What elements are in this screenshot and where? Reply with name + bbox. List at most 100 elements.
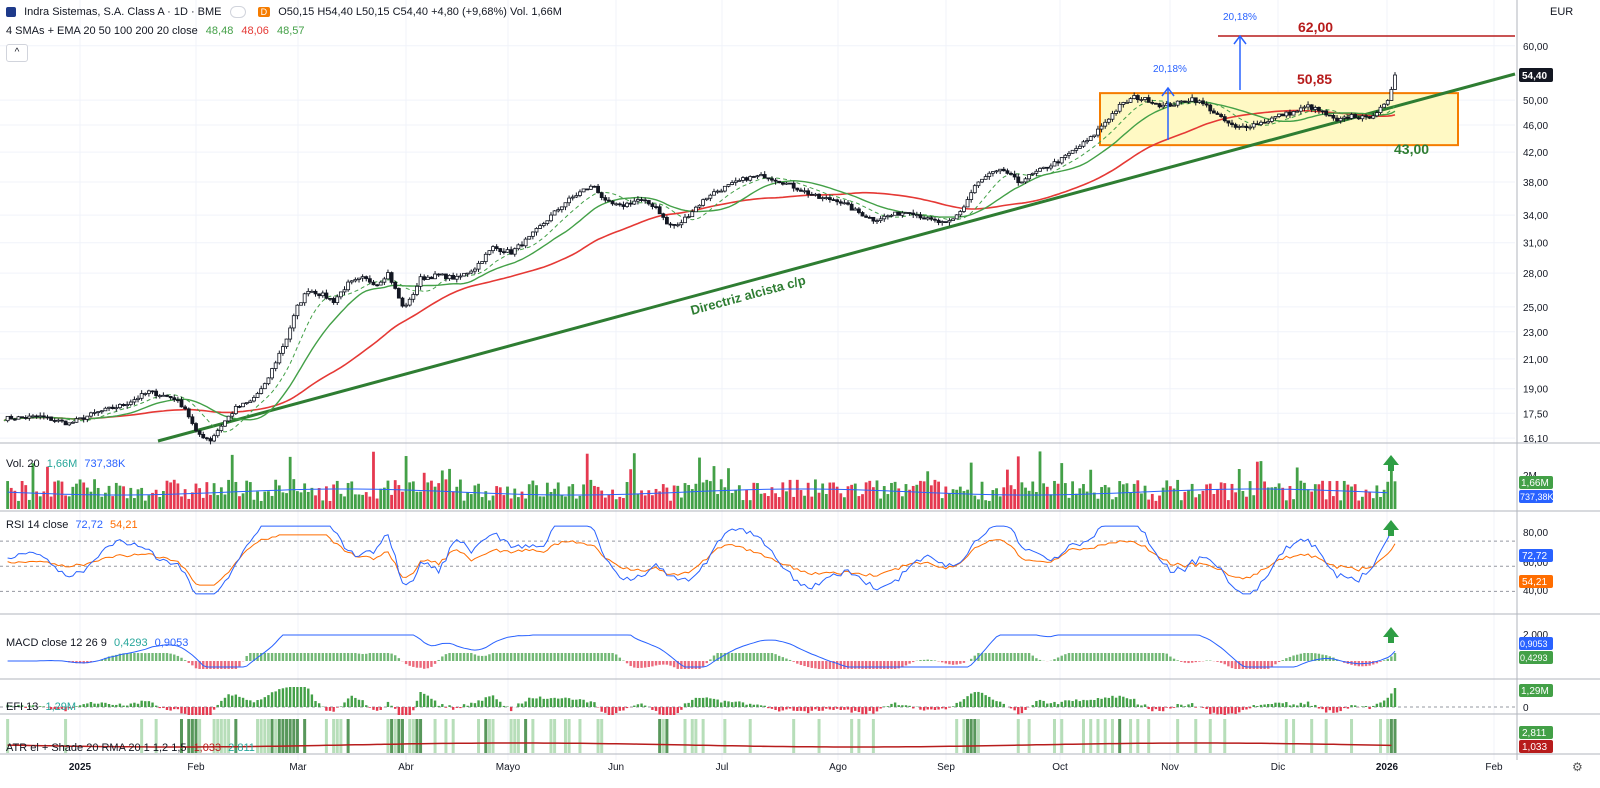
volume-bar bbox=[676, 485, 680, 509]
macd-bar bbox=[959, 661, 962, 664]
candle-body bbox=[1168, 103, 1173, 107]
candle-body bbox=[201, 433, 206, 439]
candle-body bbox=[346, 281, 351, 291]
currency-label[interactable]: EUR bbox=[1550, 6, 1574, 18]
candle-body bbox=[1143, 97, 1147, 100]
efi-bar bbox=[267, 695, 270, 707]
efi-bar bbox=[738, 701, 741, 707]
candle-body bbox=[462, 272, 466, 277]
candle-body bbox=[1099, 125, 1104, 130]
efi-bar bbox=[234, 694, 238, 707]
macd-bar bbox=[154, 653, 158, 661]
candle-body bbox=[1215, 112, 1220, 115]
efi-bar bbox=[42, 706, 46, 707]
candle-body bbox=[639, 199, 644, 201]
efi-bar bbox=[256, 700, 259, 707]
efi-bar bbox=[636, 704, 640, 707]
time-label-8: Sep bbox=[937, 762, 955, 773]
macd-bar bbox=[136, 653, 140, 661]
candle-body bbox=[527, 235, 532, 240]
volume-bar bbox=[712, 466, 716, 509]
macd-bar bbox=[973, 655, 977, 661]
macd-bar bbox=[1277, 661, 1281, 663]
collapse-legend-button[interactable]: ^ bbox=[6, 44, 28, 62]
price-label-12: 19,00 bbox=[1523, 385, 1548, 396]
macd-bar bbox=[557, 653, 560, 661]
efi-bar bbox=[542, 698, 545, 707]
efi-bar bbox=[1267, 704, 1270, 707]
efi-bar bbox=[785, 707, 788, 710]
macd-bar bbox=[890, 661, 893, 669]
atr-shade-bar bbox=[259, 719, 263, 753]
macd-bar bbox=[209, 661, 212, 669]
efi-bar bbox=[864, 707, 868, 715]
macd-bar bbox=[930, 660, 933, 661]
efi-bar bbox=[299, 687, 303, 707]
efi-bar bbox=[701, 697, 705, 707]
candle-body bbox=[998, 168, 1003, 172]
volume-bar bbox=[393, 480, 397, 509]
candle-body bbox=[1009, 172, 1013, 175]
atr-label[interactable]: ATR el + Shade 20 RMA 20 1 1,2 1,5 bbox=[6, 742, 187, 754]
macd-bar bbox=[1009, 653, 1013, 661]
macd-bar bbox=[1216, 661, 1219, 662]
efi-bar bbox=[528, 697, 531, 707]
macd-bar bbox=[962, 661, 966, 663]
macd-label[interactable]: MACD close 12 26 9 bbox=[6, 637, 107, 649]
candle-body bbox=[904, 212, 908, 214]
candle-body bbox=[1063, 154, 1068, 158]
candle-body bbox=[549, 214, 553, 222]
macd-bar bbox=[857, 661, 861, 669]
efi-bar bbox=[129, 703, 132, 707]
volume-bar bbox=[198, 488, 202, 509]
volume-bar bbox=[708, 481, 712, 509]
vol-label[interactable]: Vol. 20 bbox=[6, 458, 40, 470]
efi-bar bbox=[328, 707, 332, 711]
volume-bar bbox=[506, 486, 509, 509]
time-label-0: 2025 bbox=[69, 762, 92, 773]
efi-bar bbox=[278, 689, 281, 707]
candle-body bbox=[284, 338, 289, 347]
symbol-title[interactable]: Indra Sistemas, S.A. Class A · 1D · BME bbox=[24, 6, 222, 18]
efi-bar bbox=[611, 707, 614, 715]
efi-bar bbox=[683, 703, 687, 707]
volume-bar bbox=[473, 485, 477, 509]
volume-bar bbox=[314, 495, 317, 509]
macd-bar bbox=[531, 653, 535, 661]
macd-bar bbox=[292, 653, 295, 661]
efi-label[interactable]: EFI 13 bbox=[6, 701, 39, 713]
candle-body bbox=[570, 196, 575, 199]
efi-bar bbox=[991, 699, 995, 707]
macd-bar bbox=[252, 653, 256, 661]
atr-shade-bar bbox=[285, 719, 289, 753]
settings-gear-icon[interactable]: ⚙ bbox=[1572, 760, 1583, 774]
efi-bar bbox=[1060, 701, 1063, 707]
macd-bar bbox=[176, 655, 180, 661]
candle-body bbox=[1374, 112, 1379, 117]
volume-bar bbox=[578, 495, 582, 509]
ma-label[interactable]: 4 SMAs + EMA 20 50 100 200 20 close bbox=[6, 25, 198, 37]
volume-bar bbox=[1332, 496, 1335, 509]
candle-body bbox=[1001, 168, 1006, 172]
macd-bar bbox=[1056, 657, 1060, 661]
rsi-label[interactable]: RSI 14 close bbox=[6, 519, 69, 531]
efi-bar bbox=[459, 707, 462, 709]
atr-shade-bar bbox=[1060, 719, 1064, 753]
efi-bar bbox=[984, 695, 987, 707]
efi-bar bbox=[1219, 707, 1223, 715]
macd-bar bbox=[799, 661, 803, 665]
macd-bar bbox=[462, 653, 466, 661]
efi-bar bbox=[53, 707, 56, 710]
resistance-label: 50,85 bbox=[1297, 71, 1332, 87]
macd-bar bbox=[194, 661, 198, 669]
macd-bar bbox=[586, 653, 589, 661]
atr-shade bbox=[6, 719, 1397, 753]
atr-shade-bar bbox=[415, 719, 419, 753]
macd-bar bbox=[535, 653, 538, 661]
visibility-icon[interactable] bbox=[229, 6, 246, 19]
volume-bar bbox=[480, 497, 484, 509]
macd-bar bbox=[546, 653, 549, 661]
macd-bar bbox=[1248, 661, 1252, 669]
candle-body bbox=[1096, 128, 1100, 136]
